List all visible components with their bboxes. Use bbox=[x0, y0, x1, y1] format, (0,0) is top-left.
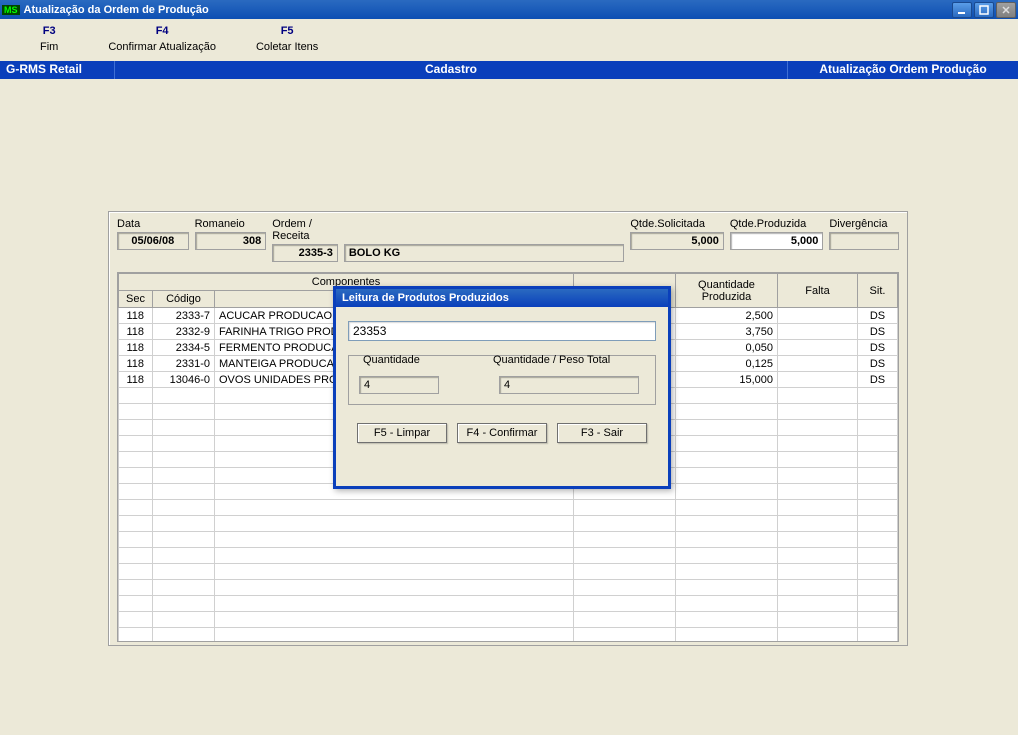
breadcrumb-screen: Atualização Ordem Produção bbox=[788, 61, 1018, 79]
divergencia-label: Divergência bbox=[829, 218, 899, 230]
data-field: 05/06/08 bbox=[117, 232, 189, 250]
cell-sit: DS bbox=[858, 324, 898, 340]
qtde-solicitada-label: Qtde.Solicitada bbox=[630, 218, 724, 230]
cell-falta bbox=[778, 356, 858, 372]
cell-sec: 118 bbox=[119, 308, 153, 324]
cell-falta bbox=[778, 324, 858, 340]
cell-sit: DS bbox=[858, 340, 898, 356]
cell-sec: 118 bbox=[119, 372, 153, 388]
qtde-solicitada-field: 5,000 bbox=[630, 232, 724, 250]
function-key-menu: F3 Fim F4 Confirmar Atualização F5 Colet… bbox=[0, 19, 1018, 61]
limpar-button[interactable]: F5 - Limpar bbox=[357, 423, 447, 443]
th-sit: Sit. bbox=[858, 274, 898, 308]
cell-qtd-prod: 2,500 bbox=[676, 308, 778, 324]
cell-codigo: 13046-0 bbox=[153, 372, 215, 388]
cell-falta bbox=[778, 372, 858, 388]
minimize-button[interactable] bbox=[952, 2, 972, 18]
cell-sec: 118 bbox=[119, 356, 153, 372]
romaneio-label: Romaneio bbox=[195, 218, 267, 230]
fn-f4-confirmar[interactable]: F4 Confirmar Atualização bbox=[98, 25, 226, 53]
cell-qtd-prod: 0,050 bbox=[676, 340, 778, 356]
table-row bbox=[119, 628, 898, 643]
peso-total-value: 4 bbox=[499, 376, 639, 394]
table-row bbox=[119, 516, 898, 532]
fn-f3-fim[interactable]: F3 Fim bbox=[30, 25, 68, 53]
sair-button[interactable]: F3 - Sair bbox=[557, 423, 647, 443]
th-falta: Falta bbox=[778, 274, 858, 308]
quantidade-value: 4 bbox=[359, 376, 439, 394]
fn-f5-coletar[interactable]: F5 Coletar Itens bbox=[246, 25, 328, 53]
cell-codigo: 2332-9 bbox=[153, 324, 215, 340]
ordem-desc-field: BOLO KG bbox=[344, 244, 625, 262]
th-codigo: Código bbox=[153, 291, 215, 308]
th-sec: Sec bbox=[119, 291, 153, 308]
table-row bbox=[119, 580, 898, 596]
close-button[interactable] bbox=[996, 2, 1016, 18]
cell-falta bbox=[778, 340, 858, 356]
cell-qtd-prod: 0,125 bbox=[676, 356, 778, 372]
breadcrumb-bar: G-RMS Retail Cadastro Atualização Ordem … bbox=[0, 61, 1018, 79]
qtde-produzida-field[interactable]: 5,000 bbox=[730, 232, 824, 250]
cell-codigo: 2334-5 bbox=[153, 340, 215, 356]
cell-sec: 118 bbox=[119, 340, 153, 356]
ordem-label: Ordem / Receita bbox=[272, 218, 338, 242]
window-title: Atualização da Ordem de Produção bbox=[24, 4, 953, 16]
cell-sit: DS bbox=[858, 372, 898, 388]
romaneio-field: 308 bbox=[195, 232, 267, 250]
table-row bbox=[119, 564, 898, 580]
app-icon: MS bbox=[2, 5, 20, 15]
table-row bbox=[119, 596, 898, 612]
qtde-produzida-label: Qtde.Produzida bbox=[730, 218, 824, 230]
cell-sit: DS bbox=[858, 356, 898, 372]
cell-codigo: 2331-0 bbox=[153, 356, 215, 372]
table-row bbox=[119, 500, 898, 516]
cell-sit: DS bbox=[858, 308, 898, 324]
confirmar-button[interactable]: F4 - Confirmar bbox=[457, 423, 547, 443]
breadcrumb-app: G-RMS Retail bbox=[0, 61, 115, 79]
quantidade-label: Quantidade bbox=[363, 354, 420, 366]
table-row bbox=[119, 548, 898, 564]
ordem-field: 2335-3 bbox=[272, 244, 338, 262]
maximize-button[interactable] bbox=[974, 2, 994, 18]
divergencia-field bbox=[829, 232, 899, 250]
cell-codigo: 2333-7 bbox=[153, 308, 215, 324]
table-row bbox=[119, 612, 898, 628]
cell-qtd-prod: 3,750 bbox=[676, 324, 778, 340]
window-titlebar: MS Atualização da Ordem de Produção bbox=[0, 0, 1018, 19]
data-label: Data bbox=[117, 218, 189, 230]
th-qtd-produzida: Quantidade Produzida bbox=[676, 274, 778, 308]
dialog-title: Leitura de Produtos Produzidos bbox=[336, 289, 668, 307]
cell-falta bbox=[778, 308, 858, 324]
cell-sec: 118 bbox=[119, 324, 153, 340]
breadcrumb-module: Cadastro bbox=[115, 61, 788, 79]
qtd-fieldset: Quantidade 4 Quantidade / Peso Total 4 bbox=[348, 355, 656, 405]
table-row bbox=[119, 532, 898, 548]
leitura-produtos-dialog: Leitura de Produtos Produzidos Quantidad… bbox=[333, 286, 671, 489]
cell-qtd-prod: 15,000 bbox=[676, 372, 778, 388]
peso-total-label: Quantidade / Peso Total bbox=[493, 354, 610, 366]
produto-code-input[interactable] bbox=[348, 321, 656, 341]
